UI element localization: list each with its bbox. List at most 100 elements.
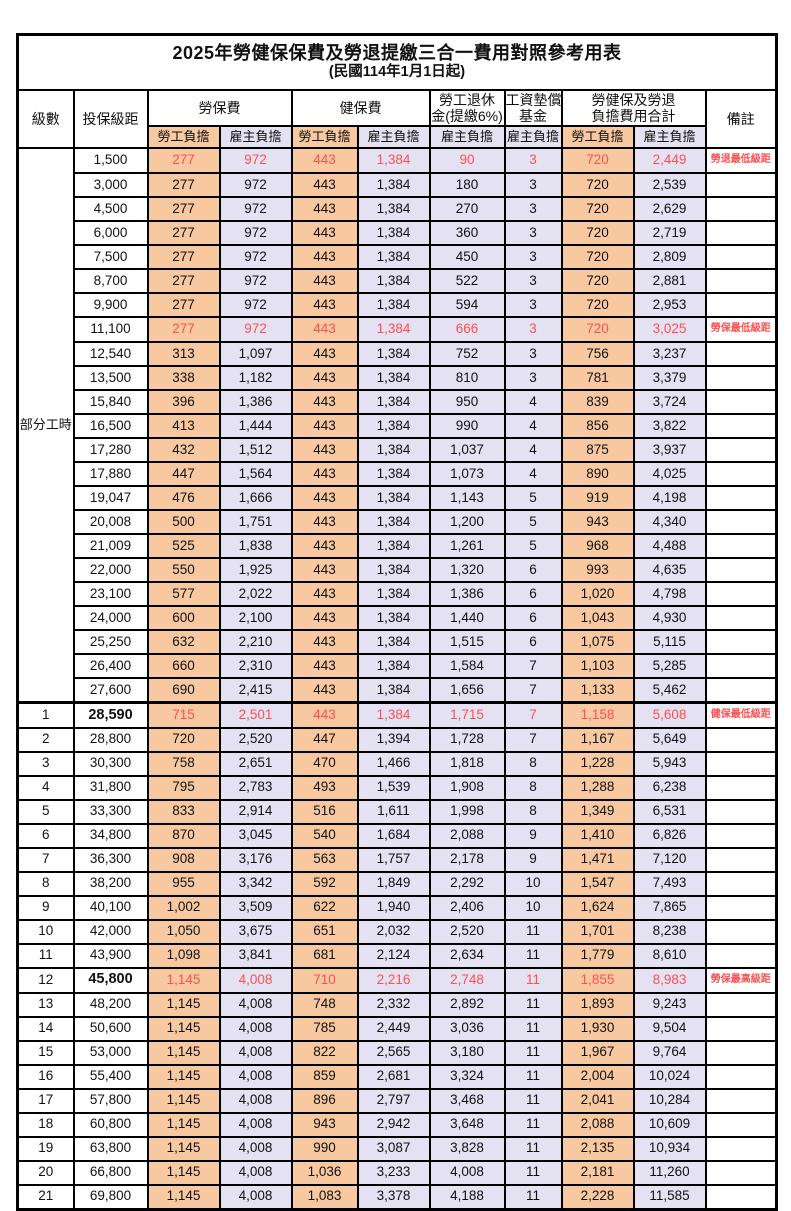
value-cell: 2,088 xyxy=(428,822,506,849)
table-row: 17,280 432 1,512 443 1,384 1,037 4 875 3,937 xyxy=(18,437,778,463)
value-cell: 1,384 xyxy=(356,605,431,631)
value-cell: 2,216 xyxy=(356,966,431,994)
value-cell: 859 xyxy=(290,1063,359,1090)
value-cell: 1,539 xyxy=(356,774,431,801)
value-cell: 720 xyxy=(146,726,221,753)
value-cell: 720 xyxy=(560,147,635,174)
value-cell: 1,020 xyxy=(560,581,635,607)
value-cell: 715 xyxy=(146,701,221,729)
value-cell: 1,145 xyxy=(146,1111,221,1138)
group-header-total: 勞健保及勞退 負擔費用合計 xyxy=(560,89,707,127)
value-cell: 950 xyxy=(428,389,506,415)
value-cell: 2,332 xyxy=(356,991,431,1018)
value-cell: 10,024 xyxy=(632,1063,707,1090)
bracket-cell: 63,800 xyxy=(72,1135,149,1162)
value-cell: 2,135 xyxy=(560,1135,635,1162)
value-cell: 9,764 xyxy=(632,1039,707,1066)
remark-cell xyxy=(704,822,778,849)
value-cell: 1,728 xyxy=(428,726,506,753)
value-cell: 2,022 xyxy=(218,581,293,607)
value-cell: 1,940 xyxy=(356,894,431,921)
remark-cell xyxy=(704,1135,778,1162)
value-cell: 10,284 xyxy=(632,1087,707,1114)
value-cell: 277 xyxy=(146,147,221,174)
value-cell: 443 xyxy=(290,316,359,343)
table-row: 3,000 277 972 443 1,384 180 3 720 2,539 xyxy=(18,172,778,198)
remark-cell xyxy=(704,220,778,246)
value-cell: 839 xyxy=(560,389,635,415)
value-cell: 3,509 xyxy=(218,894,293,921)
value-cell: 443 xyxy=(290,485,359,511)
value-cell: 810 xyxy=(428,365,506,391)
value-cell: 338 xyxy=(146,365,221,391)
value-cell: 11 xyxy=(503,966,563,994)
value-cell: 4,635 xyxy=(632,557,707,583)
bracket-cell: 30,300 xyxy=(72,750,149,777)
level-cell: 7 xyxy=(16,846,75,873)
value-cell: 4 xyxy=(503,389,563,415)
sub-header-employer-burden: 雇主負擔 xyxy=(356,125,431,149)
remark-cell xyxy=(704,1039,778,1066)
remark-cell xyxy=(704,1015,778,1042)
value-cell: 1,512 xyxy=(218,437,293,463)
table-row: 16,500 413 1,444 443 1,384 990 4 856 3,822 xyxy=(18,413,778,439)
bracket-cell: 50,600 xyxy=(72,1015,149,1042)
value-cell: 2,041 xyxy=(560,1087,635,1114)
value-cell: 443 xyxy=(290,365,359,391)
value-cell: 2,181 xyxy=(560,1159,635,1186)
remark-cell xyxy=(704,1111,778,1138)
value-cell: 1,386 xyxy=(218,389,293,415)
value-cell: 443 xyxy=(290,389,359,415)
table-row: 4 31,800 795 2,783 493 1,539 1,908 8 1,288 6,238 xyxy=(16,774,778,801)
level-cell: 13 xyxy=(16,991,75,1018)
col-header-bracket: 投保級距 xyxy=(72,89,149,149)
remark-cell xyxy=(704,461,778,487)
value-cell: 6 xyxy=(503,605,563,631)
value-cell: 1,200 xyxy=(428,509,506,535)
value-cell: 720 xyxy=(560,244,635,270)
value-cell: 720 xyxy=(560,172,635,198)
value-cell: 277 xyxy=(146,196,221,222)
value-cell: 563 xyxy=(290,846,359,873)
value-cell: 11,260 xyxy=(632,1159,707,1186)
value-cell: 3,675 xyxy=(218,918,293,945)
value-cell: 2,748 xyxy=(428,966,506,994)
value-cell: 3,233 xyxy=(356,1159,431,1186)
value-cell: 313 xyxy=(146,341,221,367)
value-cell: 447 xyxy=(290,726,359,753)
sub-header-employee-burden: 勞工負擔 xyxy=(290,125,359,149)
value-cell: 1,751 xyxy=(218,509,293,535)
remark-cell xyxy=(704,1159,778,1186)
value-cell: 4,008 xyxy=(218,991,293,1018)
sub-header-employee-burden: 勞工負擔 xyxy=(560,125,635,149)
value-cell: 4,008 xyxy=(218,1087,293,1114)
value-cell: 955 xyxy=(146,870,221,897)
level-cell: 21 xyxy=(16,1183,75,1210)
value-cell: 4,488 xyxy=(632,533,707,559)
bracket-cell: 24,000 xyxy=(72,605,149,631)
group-header-wage-fund: 工資墊償 基金 xyxy=(503,89,563,127)
value-cell: 10,934 xyxy=(632,1135,707,1162)
bracket-cell: 45,800 xyxy=(72,966,149,994)
value-cell: 3,828 xyxy=(428,1135,506,1162)
value-cell: 4 xyxy=(503,413,563,439)
value-cell: 993 xyxy=(560,557,635,583)
remark-cell xyxy=(704,991,778,1018)
remark-cell xyxy=(704,1063,778,1090)
value-cell: 720 xyxy=(560,316,635,343)
value-cell: 748 xyxy=(290,991,359,1018)
value-cell: 1,444 xyxy=(218,413,293,439)
table-row: 7,500 277 972 443 1,384 450 3 720 2,809 xyxy=(18,244,778,270)
remark-cell xyxy=(704,605,778,631)
table-row: 12,540 313 1,097 443 1,384 752 3 756 3,237 xyxy=(18,341,778,367)
remark-cell xyxy=(704,533,778,559)
remark-cell xyxy=(704,846,778,873)
level-cell: 14 xyxy=(16,1015,75,1042)
level-cell: 19 xyxy=(16,1135,75,1162)
value-cell: 443 xyxy=(290,437,359,463)
value-cell: 1,349 xyxy=(560,798,635,825)
remark-cell xyxy=(704,1183,778,1210)
value-cell: 1,701 xyxy=(560,918,635,945)
bracket-cell: 34,800 xyxy=(72,822,149,849)
value-cell: 6,531 xyxy=(632,798,707,825)
